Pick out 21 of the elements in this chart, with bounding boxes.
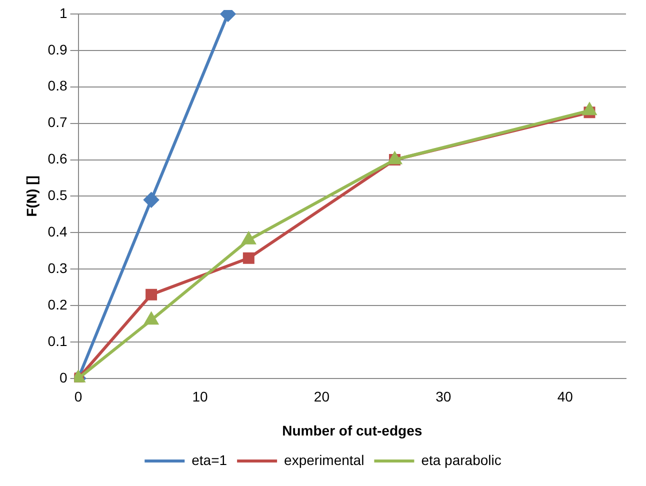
y-tick-label: 0.2: [48, 296, 68, 312]
y-axis-title: F(N) []: [23, 176, 40, 217]
y-tick-label: 0.1: [48, 332, 68, 349]
y-tick-label: 1: [59, 4, 68, 21]
y-tick-label: 0.3: [48, 260, 68, 276]
x-axis-title: Number of cut-edges: [282, 422, 422, 438]
legend-label: experimental: [284, 452, 364, 468]
x-tick-label: 20: [314, 388, 330, 405]
y-tick-label: 0.4: [48, 224, 68, 240]
y-tick-label: 0: [59, 369, 68, 386]
y-tick-label: 0.8: [48, 78, 68, 94]
y-tick-label: 0.7: [48, 114, 68, 130]
legend-label: eta parabolic: [421, 452, 502, 468]
x-tick-label: 40: [557, 388, 574, 405]
x-tick-label: 10: [192, 388, 208, 405]
x-tick-label: 30: [436, 388, 452, 405]
y-tick-label: 0.5: [48, 187, 68, 204]
legend-label: eta=1: [192, 452, 228, 468]
x-tick-label: 0: [74, 388, 82, 405]
y-tick-label: 0.6: [48, 150, 68, 167]
y-tick-label: 0.9: [48, 41, 68, 58]
